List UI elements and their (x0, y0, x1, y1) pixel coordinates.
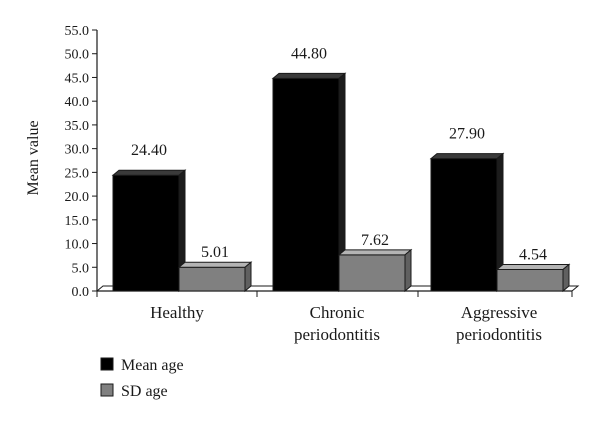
bar-side-face (404, 248, 412, 293)
bar-top-face (111, 169, 187, 176)
bar-top-face (177, 261, 253, 268)
bar (338, 254, 406, 292)
y-tick-label: 20.0 (65, 190, 90, 205)
legend-swatch (100, 383, 114, 397)
x-category-label-line: Aggressive (461, 303, 537, 322)
x-category-label: Chronic periodontitis (294, 303, 380, 344)
y-tick-label: 10.0 (65, 238, 90, 253)
bar (496, 268, 564, 292)
data-label: 44.80 (291, 45, 327, 62)
x-category-label-line: Chronic (310, 303, 365, 322)
bar (112, 174, 180, 292)
legend-label: SD age (121, 383, 168, 400)
data-label: 24.40 (131, 142, 167, 159)
x-category-label-line: Healthy (150, 303, 204, 322)
data-label: 5.01 (201, 244, 229, 261)
y-tick-label: 45.0 (65, 71, 90, 86)
x-category-label-line: periodontitis (456, 325, 542, 344)
x-category-label: Healthy (150, 303, 204, 322)
legend: Mean age SD age (100, 357, 184, 400)
legend-label: Mean age (121, 357, 184, 374)
y-tick-label: 15.0 (65, 214, 90, 229)
bar (430, 158, 498, 292)
y-tick-label: 40.0 (65, 95, 90, 110)
bar-side-face (244, 261, 252, 293)
data-label: 4.54 (519, 246, 547, 263)
x-axis: Healthy Chronic periodontitis Aggressive per… (150, 303, 542, 344)
data-label: 27.90 (449, 126, 485, 143)
bar-top-face (337, 249, 413, 256)
x-category-label-line: periodontitis (294, 325, 380, 344)
y-tick-label: 0.0 (72, 285, 90, 300)
y-tick-label: 25.0 (65, 166, 90, 181)
data-labels: 24.40 44.80 27.90 5.01 7.62 4.54 (131, 45, 547, 263)
bar-top-face (271, 72, 347, 79)
bar-side-face (562, 263, 570, 293)
bar-top-face (429, 153, 505, 160)
y-tick-label: 30.0 (65, 143, 90, 158)
y-tick-label: 35.0 (65, 119, 90, 134)
y-tick-label: 55.0 (65, 24, 90, 39)
bar (178, 266, 246, 292)
bar (272, 77, 340, 292)
y-tick-label: 50.0 (65, 48, 90, 63)
bar-top-face (495, 263, 571, 270)
x-category-label: Aggressive periodontitis (456, 303, 542, 344)
bars-area (111, 72, 571, 293)
y-tick-label: 5.0 (72, 261, 90, 276)
y-axis-title: Mean value (25, 120, 42, 195)
legend-swatch (100, 357, 114, 371)
data-label: 7.62 (361, 232, 389, 249)
